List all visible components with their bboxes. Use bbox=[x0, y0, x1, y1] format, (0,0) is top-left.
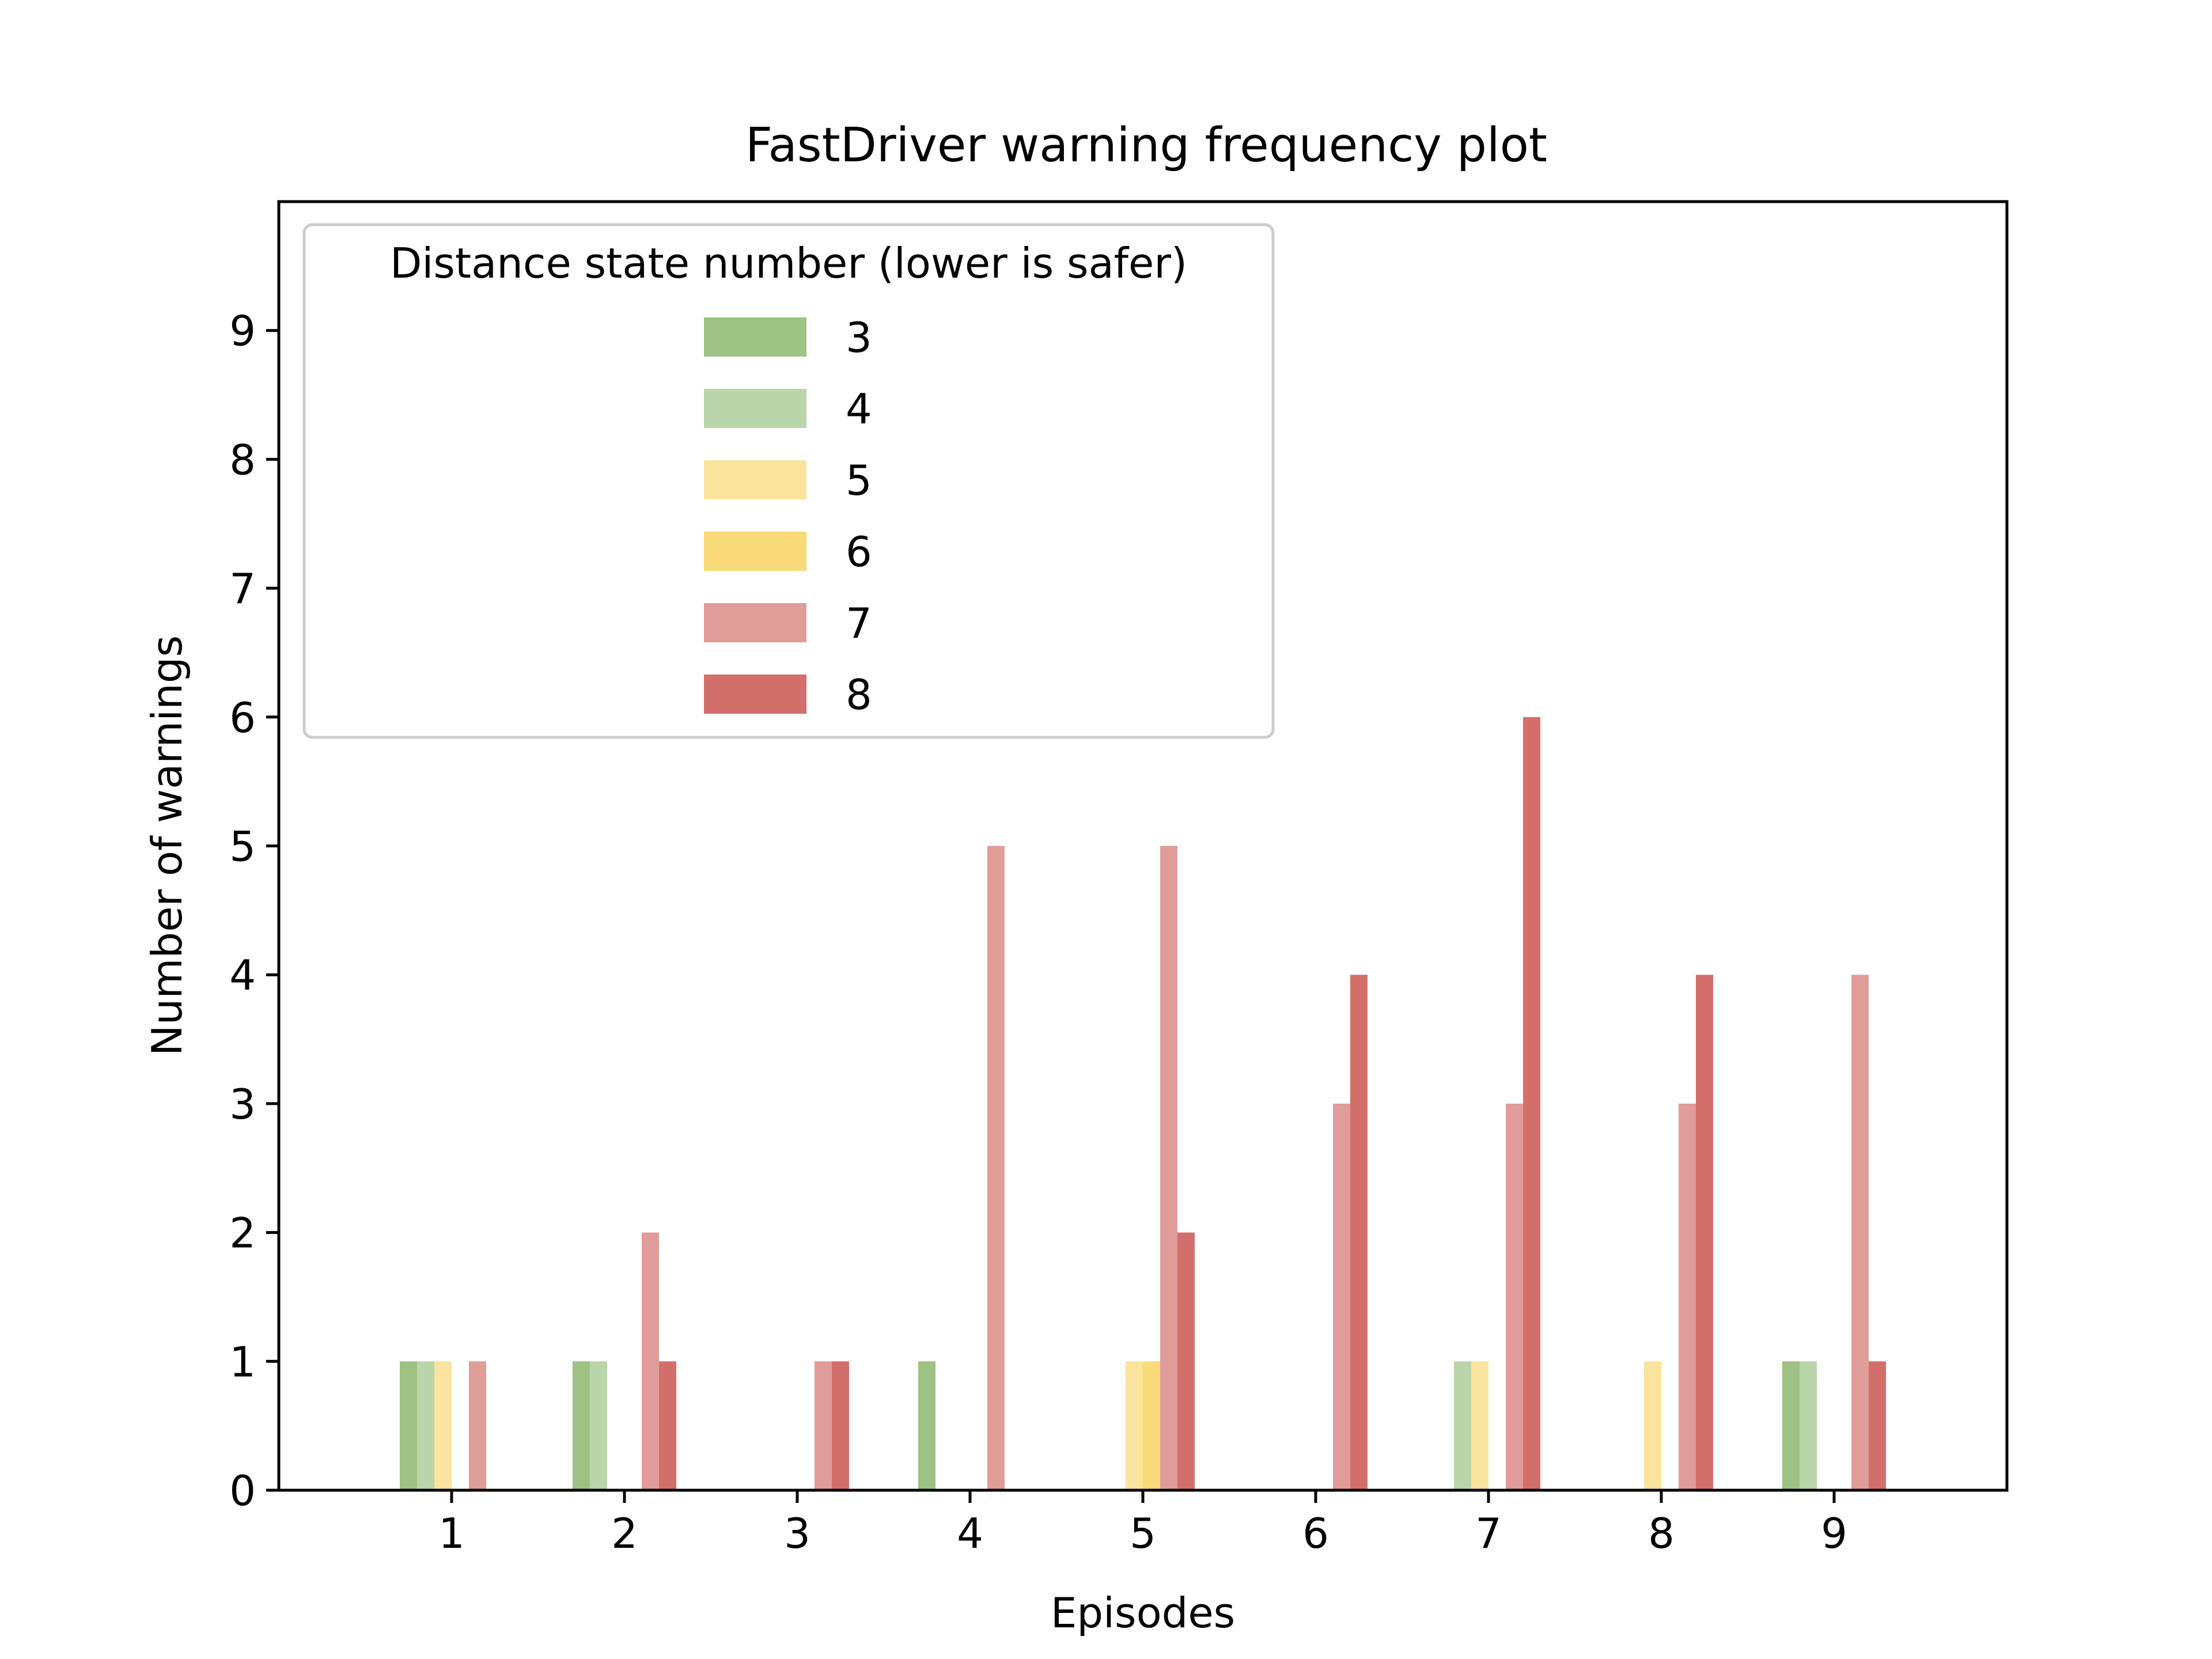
bar-state-7-episode-1 bbox=[469, 1361, 486, 1490]
bar-state-6-episode-5 bbox=[1143, 1361, 1160, 1490]
bar-state-8-episode-5 bbox=[1177, 1232, 1195, 1490]
bars-layer bbox=[400, 717, 1886, 1490]
x-tick-label: 4 bbox=[957, 1509, 983, 1558]
y-tick-label: 4 bbox=[229, 951, 256, 999]
legend-swatch-7 bbox=[704, 603, 806, 642]
y-tick-label: 6 bbox=[229, 694, 256, 742]
legend-swatch-4 bbox=[704, 389, 806, 428]
legend-swatch-3 bbox=[704, 317, 806, 357]
bar-state-3-episode-1 bbox=[400, 1361, 417, 1490]
x-tick-label: 3 bbox=[784, 1509, 810, 1558]
chart-title: FastDriver warning frequency plot bbox=[745, 118, 1547, 173]
bar-state-8-episode-3 bbox=[832, 1361, 849, 1490]
y-axis-label: Number of warnings bbox=[143, 635, 191, 1056]
x-axis: 1 2 3 4 5 6 7 8 9 bbox=[438, 1490, 1847, 1558]
legend: Distance state number (lower is safer) 3… bbox=[302, 223, 1275, 739]
legend-swatch-8 bbox=[704, 675, 806, 714]
legend-swatch-6 bbox=[704, 532, 806, 571]
bar-state-5-episode-8 bbox=[1644, 1361, 1661, 1490]
bar-state-4-episode-7 bbox=[1454, 1361, 1471, 1490]
x-tick-label: 8 bbox=[1648, 1509, 1675, 1558]
bar-state-8-episode-8 bbox=[1696, 975, 1713, 1490]
legend-label-8: 8 bbox=[846, 671, 872, 719]
y-tick-label: 9 bbox=[229, 307, 256, 355]
bar-state-7-episode-2 bbox=[642, 1232, 659, 1490]
bar-state-3-episode-9 bbox=[1782, 1361, 1800, 1490]
bar-state-7-episode-5 bbox=[1160, 846, 1177, 1490]
x-tick-label: 2 bbox=[611, 1509, 638, 1558]
legend-label-6: 6 bbox=[846, 528, 872, 576]
bar-state-8-episode-2 bbox=[659, 1361, 676, 1490]
x-axis-label: Episodes bbox=[1051, 1589, 1235, 1637]
bar-state-7-episode-7 bbox=[1506, 1103, 1523, 1490]
y-axis: 0 1 2 3 4 5 6 7 8 9 bbox=[229, 307, 279, 1515]
y-tick-label: 3 bbox=[229, 1080, 256, 1128]
bar-state-3-episode-2 bbox=[573, 1361, 590, 1490]
bar-state-5-episode-1 bbox=[434, 1361, 452, 1490]
bar-state-7-episode-4 bbox=[987, 846, 1005, 1490]
x-tick-label: 9 bbox=[1821, 1509, 1847, 1558]
legend-swatch-5 bbox=[704, 460, 806, 499]
bar-state-4-episode-2 bbox=[590, 1361, 607, 1490]
y-tick-label: 5 bbox=[229, 823, 256, 871]
bar-state-8-episode-9 bbox=[1869, 1361, 1886, 1490]
bar-state-8-episode-7 bbox=[1523, 717, 1540, 1490]
y-tick-label: 1 bbox=[229, 1338, 256, 1386]
legend-entries: 3 4 5 6 7 8 bbox=[704, 313, 872, 719]
bar-state-4-episode-9 bbox=[1800, 1361, 1817, 1490]
y-tick-label: 0 bbox=[229, 1467, 256, 1515]
x-tick-label: 7 bbox=[1475, 1509, 1502, 1558]
y-tick-label: 7 bbox=[229, 565, 256, 613]
legend-label-5: 5 bbox=[846, 456, 872, 505]
bar-state-7-episode-6 bbox=[1333, 1103, 1350, 1490]
bar-state-5-episode-5 bbox=[1126, 1361, 1143, 1490]
bar-state-4-episode-1 bbox=[417, 1361, 434, 1490]
x-tick-label: 6 bbox=[1302, 1509, 1329, 1558]
bar-state-7-episode-8 bbox=[1679, 1103, 1696, 1490]
y-tick-label: 2 bbox=[229, 1209, 256, 1257]
bar-state-5-episode-7 bbox=[1471, 1361, 1488, 1490]
legend-label-7: 7 bbox=[846, 599, 872, 647]
bar-state-7-episode-3 bbox=[815, 1361, 832, 1490]
bar-state-8-episode-6 bbox=[1350, 975, 1368, 1490]
bar-state-3-episode-4 bbox=[918, 1361, 935, 1490]
legend-title: Distance state number (lower is safer) bbox=[390, 239, 1187, 287]
bar-state-7-episode-9 bbox=[1851, 975, 1869, 1490]
x-tick-label: 1 bbox=[438, 1509, 465, 1558]
y-tick-label: 8 bbox=[229, 435, 256, 484]
legend-label-3: 3 bbox=[846, 313, 872, 362]
x-tick-label: 5 bbox=[1130, 1509, 1156, 1558]
legend-label-4: 4 bbox=[846, 385, 872, 433]
